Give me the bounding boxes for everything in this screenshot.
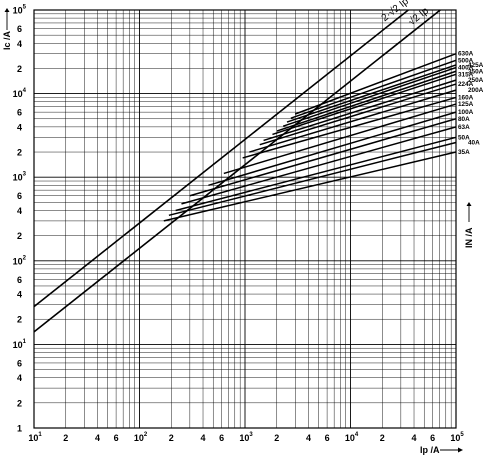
x-tick-label: 6	[325, 433, 330, 443]
y-axis-title-right: IN /A	[464, 227, 474, 248]
series-label: 200A	[468, 87, 484, 94]
x-tick-labels: 101 2 4 6 102 2 4 6 103 2 4 6 104 2 4 6 105	[28, 432, 464, 443]
series-label: 350A	[468, 68, 484, 75]
x-tick-label: 103	[239, 432, 253, 443]
fuse-curve	[286, 64, 457, 123]
series-label: 50A	[458, 134, 470, 141]
y-tick-label: 4	[17, 373, 22, 383]
y-tick-label: 105	[13, 5, 27, 16]
x-tick-label: 2	[274, 433, 279, 443]
y-tick-labels: 1 2 4 6 101 2 4 6 102 2 4 6 103 2 4 6 104 2 4 6 105	[13, 5, 27, 434]
x-tick-label: 4	[201, 433, 206, 443]
x-tick-label: 104	[345, 432, 359, 443]
series-label: 630A	[458, 51, 474, 58]
y-tick-label: 6	[17, 275, 22, 285]
y-tick-label: 4	[17, 290, 22, 300]
fuse-curve	[272, 73, 457, 136]
curve-labels: 630A500A425A400A350A315A250A224A200A160A…	[458, 51, 484, 156]
series-label: 63A	[458, 124, 470, 131]
y-tick-label: 102	[13, 255, 27, 266]
fuse-curve	[223, 103, 457, 175]
fuse-curve	[249, 89, 457, 153]
y-axis-right-arrowhead	[466, 202, 472, 206]
y-tick-label: 4	[17, 39, 22, 49]
grid-lines	[33, 10, 456, 429]
y-tick-label: 4	[17, 122, 22, 132]
fuse-curve	[295, 53, 457, 115]
x-axis-arrowhead	[458, 447, 463, 453]
x-tick-label: 4	[306, 433, 311, 443]
y-tick-label: 103	[13, 172, 27, 183]
series-label: 250A	[468, 77, 484, 84]
x-tick-label: 2	[380, 433, 385, 443]
y-tick-label: 6	[17, 108, 22, 118]
series-label: 125A	[458, 101, 474, 108]
series-label: 80A	[458, 116, 470, 123]
y-tick-label: 2	[17, 64, 22, 74]
series-label: 315A	[458, 71, 474, 78]
y-axis-left-arrowhead	[4, 8, 10, 12]
series-label: 160A	[458, 94, 474, 101]
fuse-curve	[163, 151, 457, 222]
x-tick-label: 102	[134, 432, 148, 443]
fuse-curve	[189, 118, 457, 197]
x-tick-label: 101	[28, 432, 42, 443]
y-axis-title-left: Ic /A	[2, 30, 12, 50]
fuse-curve	[242, 96, 457, 159]
fuse-curve	[259, 83, 457, 146]
x-tick-label: 6	[430, 433, 435, 443]
fuse-curve	[208, 111, 457, 187]
fuse-curve	[276, 70, 457, 132]
fuse-curve	[168, 141, 457, 217]
x-tick-label: 2	[169, 433, 174, 443]
fuse-curve	[282, 66, 457, 127]
y-tick-label: 101	[13, 339, 27, 350]
x-axis-title: Ip /A	[420, 445, 440, 455]
y-tick-label: 6	[17, 191, 22, 201]
y-tick-label: 2	[17, 148, 22, 158]
fuse-curve	[175, 136, 457, 212]
x-tick-label: 105	[450, 432, 464, 443]
x-tick-label: 4	[95, 433, 100, 443]
series-label: 100A	[458, 109, 474, 116]
series-label: 500A	[458, 57, 474, 64]
y-axis-title-left-group: Ic /A	[2, 8, 12, 50]
y-tick-label: 6	[17, 358, 22, 368]
y-tick-label: 2	[17, 398, 22, 408]
series-label: 224A	[458, 81, 474, 88]
y-tick-label: 4	[17, 206, 22, 216]
y-axis-title-right-group: IN /A	[464, 202, 474, 248]
x-tick-label: 4	[412, 433, 417, 443]
x-tick-label: 6	[219, 433, 224, 443]
y-tick-label: 2	[17, 315, 22, 325]
x-tick-label: 2	[63, 433, 68, 443]
y-tick-label: 1	[17, 424, 22, 434]
y-tick-label: 2	[17, 231, 22, 241]
x-tick-label: 6	[114, 433, 119, 443]
series-label: 40A	[468, 140, 480, 147]
fuse-curve	[263, 79, 457, 142]
fuse-curve	[181, 126, 457, 205]
y-tick-label: 6	[17, 24, 22, 34]
plot-frame	[33, 9, 457, 429]
y-tick-label: 104	[13, 88, 27, 99]
series-label: 400A	[458, 65, 474, 72]
fuse-rating-curves	[163, 53, 457, 222]
series-label: 425A	[468, 62, 484, 69]
peak-current-diagonal	[33, 9, 409, 308]
fuse-curve	[290, 59, 457, 119]
peak-current-diagonal	[33, 9, 441, 333]
series-label: 35A	[458, 149, 470, 156]
